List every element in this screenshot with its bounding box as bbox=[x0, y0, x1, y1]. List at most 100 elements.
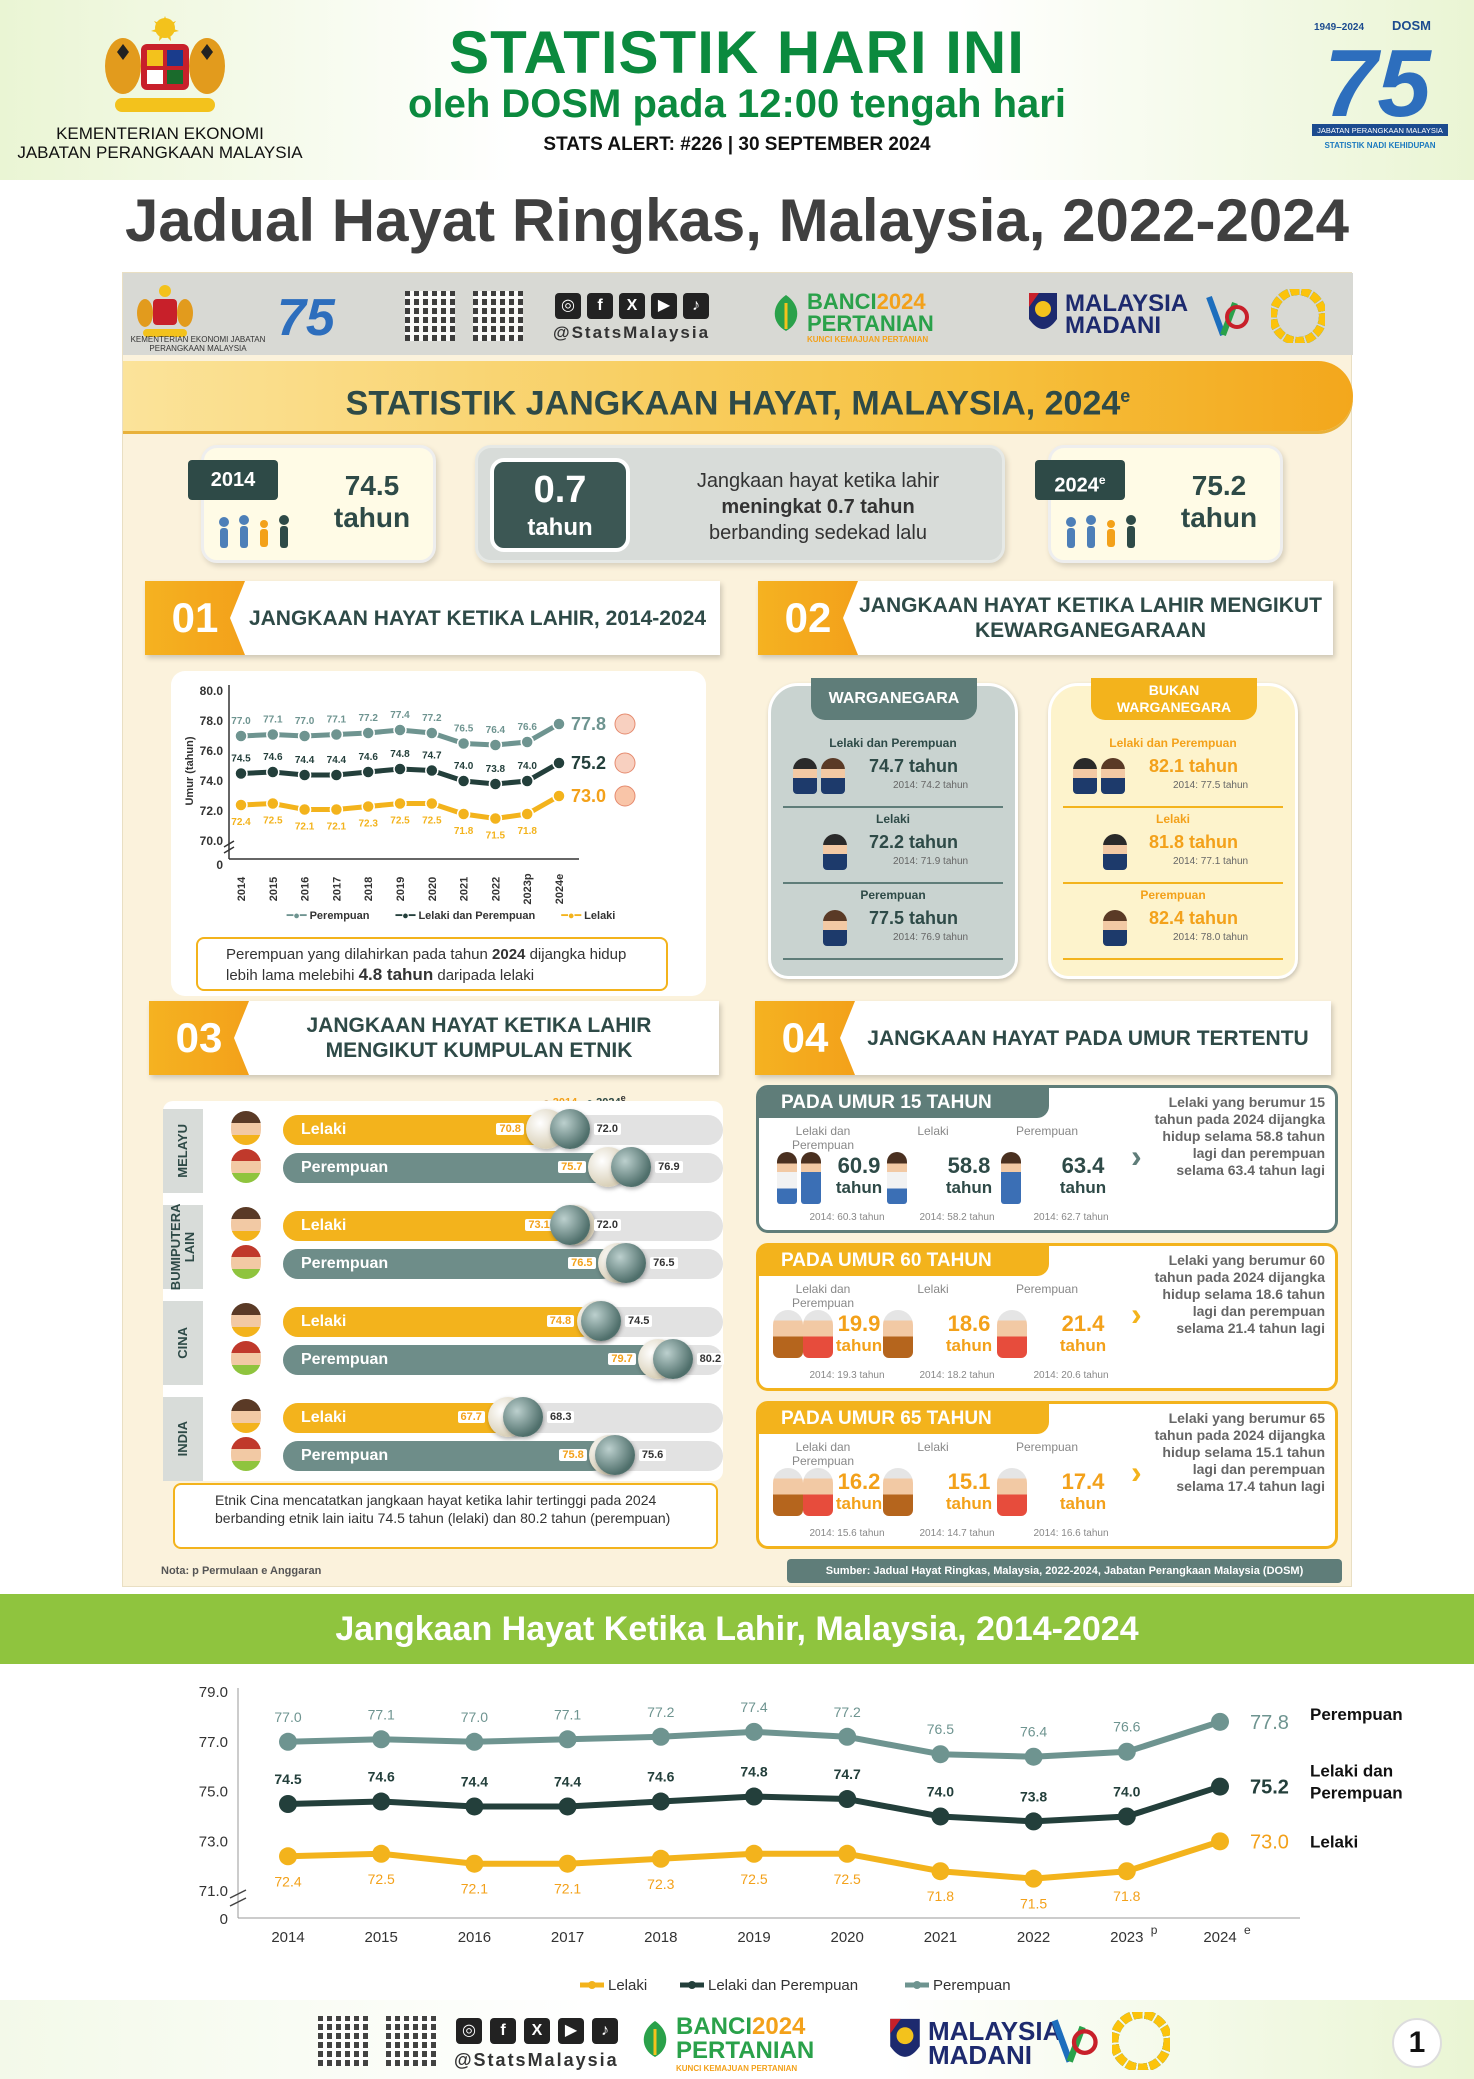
life-expectancy-main-chart: 79.0 77.0 75.0 73.0 71.0 0 2014 2015 2016 2017 201… bbox=[199, 1684, 1403, 1994]
data-point bbox=[297, 768, 312, 782]
x-twitter-icon[interactable]: X bbox=[524, 2018, 550, 2044]
y-tick-label: 0 bbox=[220, 1911, 228, 1928]
data-point bbox=[1117, 1862, 1136, 1881]
data-point bbox=[552, 756, 566, 770]
summary-increase-card: 0.7 tahun Jangkaan hayat ketika lahir me… bbox=[475, 445, 1005, 563]
header-subtitle: oleh DOSM pada 12:00 tengah hari bbox=[408, 82, 1066, 126]
tiktok-icon[interactable]: ♪ bbox=[592, 2018, 618, 2044]
qr-code-icon[interactable] bbox=[318, 2016, 368, 2066]
chevron-right-icon: › bbox=[1131, 1454, 1142, 1490]
qr-code-icon[interactable] bbox=[386, 2016, 436, 2066]
age-prev-value: 2014: 14.7 tahun bbox=[919, 1528, 995, 1539]
x-tick-label: 2020 bbox=[427, 877, 439, 901]
citizen-panel: WARGANEGARA Lelaki dan Perempuan 74.7 tah… bbox=[768, 678, 1018, 979]
row-prev-value: 2014: 78.0 tahun bbox=[1173, 932, 1249, 943]
data-point bbox=[558, 1854, 577, 1873]
age-unit: tahun bbox=[945, 1494, 993, 1513]
y-tick-label: 76.0 bbox=[200, 744, 224, 758]
y-tick-label: 0 bbox=[216, 858, 223, 872]
person-icon bbox=[823, 834, 847, 870]
data-point bbox=[838, 1790, 857, 1809]
person-icon bbox=[823, 910, 847, 946]
noncitizen-panel: BUKAN WARGANEGARA Lelaki dan Perempuan 82… bbox=[1048, 678, 1298, 979]
data-point bbox=[552, 717, 566, 731]
x-tick-label: 2017 bbox=[331, 877, 343, 901]
x-tick-label: 2021 bbox=[924, 1929, 957, 1946]
data-point bbox=[266, 765, 280, 779]
svg-text:JABATAN PERANGKAAN MALAYSIA: JABATAN PERANGKAAN MALAYSIA bbox=[1317, 126, 1443, 135]
age-value: 60.9 bbox=[837, 1153, 881, 1178]
svg-text:75: 75 bbox=[277, 289, 336, 345]
data-label: 74.4 bbox=[295, 755, 315, 766]
elder-person-icon bbox=[883, 1468, 913, 1516]
x-tick-label: 2016 bbox=[458, 1929, 491, 1946]
tiktok-icon[interactable]: ♪ bbox=[683, 293, 709, 319]
qr-code-icon[interactable] bbox=[405, 291, 455, 341]
footer-social-handle[interactable]: @StatsMalaysia bbox=[454, 2050, 619, 2070]
data-point bbox=[488, 811, 503, 826]
value-2014: 67.7 bbox=[457, 1411, 485, 1423]
instagram-icon[interactable]: ◎ bbox=[555, 293, 581, 319]
youtube-icon[interactable]: ▶ bbox=[558, 2018, 584, 2044]
teen-person-icon bbox=[801, 1152, 821, 1204]
madani-line-2: MADANI bbox=[928, 2040, 1032, 2070]
elder-person-icon bbox=[773, 1310, 803, 1358]
data-label: 71.8 bbox=[927, 1888, 954, 1904]
age-value: 17.4 bbox=[1061, 1469, 1105, 1494]
row-value: 77.5 tahun bbox=[869, 908, 959, 928]
data-point bbox=[745, 1722, 763, 1741]
person-icon bbox=[823, 910, 851, 946]
year-2024: 2024 bbox=[1054, 474, 1099, 497]
ethnic-chart: MELAYU Lelaki 70.8 72.0 Perempuan 75.7 76.9 BUM… bbox=[163, 1101, 725, 1481]
data-point bbox=[234, 798, 248, 812]
legend-swatch-dot bbox=[688, 1981, 696, 1989]
value-2014: 75.7 bbox=[558, 1161, 586, 1173]
data-label: 74.6 bbox=[358, 752, 378, 763]
row-prev-value: 2014: 74.2 tahun bbox=[893, 780, 969, 791]
end-data-label: 77.8 bbox=[571, 714, 606, 734]
data-label: 74.6 bbox=[368, 1769, 395, 1785]
data-label: 76.5 bbox=[927, 1721, 954, 1737]
y-axis-label: Umur (tahun) bbox=[184, 736, 196, 805]
data-point bbox=[1024, 1812, 1043, 1831]
instagram-icon[interactable]: ◎ bbox=[456, 2018, 482, 2044]
people-group-icon bbox=[219, 515, 289, 548]
qr-code-icon[interactable] bbox=[473, 291, 523, 341]
data-label: 76.6 bbox=[517, 722, 537, 733]
data-label: 77.1 bbox=[327, 715, 347, 726]
person-icon bbox=[1103, 910, 1127, 946]
x-twitter-icon[interactable]: X bbox=[619, 293, 645, 319]
social-handle[interactable]: @StatsMalaysia bbox=[553, 323, 711, 342]
note-post: daripada lelaki bbox=[437, 967, 535, 984]
y-tick-label: 72.0 bbox=[200, 804, 224, 818]
age-unit: tahun bbox=[945, 1336, 993, 1355]
data-label: 77.2 bbox=[358, 713, 378, 724]
data-point bbox=[329, 802, 344, 817]
header-title: STATISTIK HARI INI bbox=[449, 19, 1025, 86]
row-value: 72.2 tahun bbox=[869, 832, 959, 852]
age-panel: PADA UMUR 65 TAHUN Lelaki dan Perempuan 16… bbox=[756, 1401, 1338, 1549]
youtube-icon[interactable]: ▶ bbox=[651, 293, 677, 319]
data-label: 77.2 bbox=[834, 1704, 861, 1720]
marker-2024 bbox=[606, 1243, 647, 1283]
end-data-label: 77.8 bbox=[1250, 1712, 1289, 1734]
data-point bbox=[1024, 1869, 1043, 1888]
data-point bbox=[552, 789, 566, 803]
age-col-label: Perempuan bbox=[1015, 1124, 1079, 1138]
person-icon bbox=[1103, 834, 1131, 870]
y-tick-label: 79.0 bbox=[199, 1684, 228, 1701]
data-point bbox=[279, 1847, 297, 1866]
value-2014: 74.8 bbox=[546, 1315, 575, 1327]
data-point bbox=[465, 1797, 484, 1816]
citizenship-row: Perempuan 77.5 tahun 2014: 76.9 tahun bbox=[783, 888, 1003, 960]
data-label: 72.1 bbox=[295, 822, 315, 833]
age-col-label: Lelaki dan Perempuan bbox=[791, 1124, 855, 1152]
row-value: 82.4 tahun bbox=[1149, 908, 1239, 928]
data-label: 72.5 bbox=[740, 1871, 767, 1887]
facebook-icon[interactable]: f bbox=[587, 293, 613, 319]
facebook-icon[interactable]: f bbox=[490, 2018, 516, 2044]
ethnic-bar-fill: Perempuan bbox=[283, 1249, 617, 1279]
axis-break-icon bbox=[229, 1889, 247, 1907]
y-tick-label: 70.0 bbox=[200, 834, 224, 848]
age-panel-note: Lelaki yang berumur 60 tahun pada 2024 d… bbox=[1154, 1252, 1325, 1336]
